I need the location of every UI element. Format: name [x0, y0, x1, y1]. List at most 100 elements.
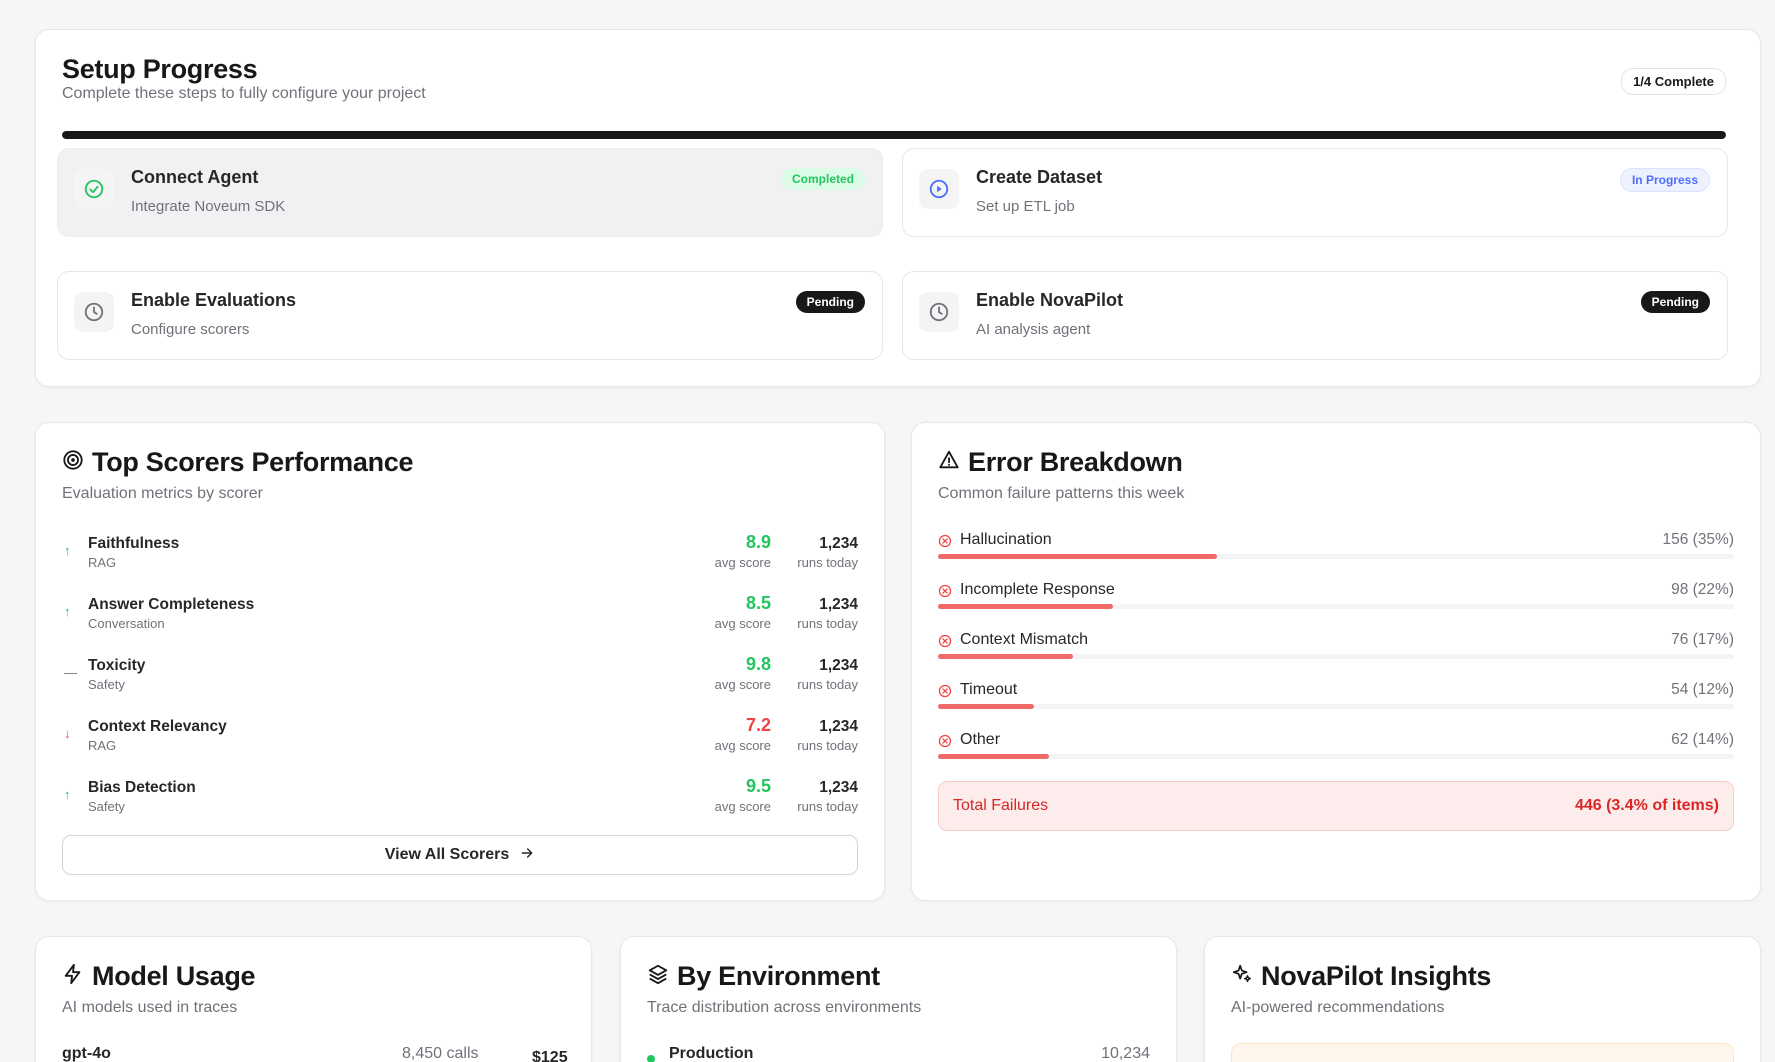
total-failures-label: Total Failures	[953, 797, 1049, 814]
step-enable-novapilot[interactable]: Enable NovaPilot AI analysis agent Pendi…	[902, 271, 1728, 360]
setup-progress-card: Setup Progress Complete these steps to f…	[35, 29, 1761, 387]
score-label: avg score	[714, 738, 771, 753]
step-enable-evaluations[interactable]: Enable Evaluations Configure scorers Pen…	[57, 271, 883, 360]
error-bar	[938, 754, 1734, 759]
scorer-category: RAG	[88, 738, 117, 753]
error-bar	[938, 554, 1734, 559]
scorer-category: Safety	[88, 677, 125, 692]
error-bar-fill	[938, 554, 1217, 559]
scorer-score: 9.8	[745, 654, 771, 674]
scorer-runs: 1,234	[819, 779, 858, 796]
scorer-row[interactable]: ↑ Bias Detection Safety 9.5 avg score 1,…	[62, 776, 858, 835]
trend-up-icon: ↑	[64, 787, 71, 802]
setup-progress-fill	[62, 131, 1726, 139]
errors-header: Error Breakdown	[938, 447, 1183, 478]
error-name: Hallucination	[960, 531, 1052, 548]
runs-label: runs today	[797, 738, 858, 753]
scorer-row[interactable]: ↑ Faithfulness RAG 8.9 avg score 1,234 r…	[62, 532, 858, 591]
scorer-row[interactable]: ↓ Context Relevancy RAG 7.2 avg score 1,…	[62, 715, 858, 774]
scorer-row[interactable]: — Toxicity Safety 9.8 avg score 1,234 ru…	[62, 654, 858, 713]
insight-item[interactable]	[1231, 1043, 1734, 1062]
step-name: Enable Evaluations	[131, 290, 297, 310]
model-cost: $125	[532, 1049, 568, 1062]
runs-label: runs today	[797, 616, 858, 631]
error-row[interactable]: Timeout 54 (12%)	[938, 681, 1734, 721]
errors-subtitle: Common failure patterns this week	[938, 485, 1185, 502]
scorer-row[interactable]: ↑ Answer Completeness Conversation 8.5 a…	[62, 593, 858, 652]
error-row[interactable]: Other 62 (14%)	[938, 731, 1734, 771]
x-circle-icon	[938, 534, 952, 553]
setup-progress-bar	[62, 131, 1726, 139]
step-create-dataset[interactable]: Create Dataset Set up ETL job In Progres…	[902, 148, 1728, 237]
error-bar-fill	[938, 704, 1034, 709]
status-badge: Completed	[780, 168, 865, 190]
layers-icon	[647, 963, 669, 990]
score-label: avg score	[714, 555, 771, 570]
trend-flat-icon: —	[64, 665, 77, 680]
setup-status-badge: 1/4 Complete	[1621, 68, 1726, 95]
error-value: 156 (35%)	[1662, 531, 1734, 548]
error-row[interactable]: Hallucination 156 (35%)	[938, 531, 1734, 571]
error-value: 76 (17%)	[1671, 631, 1734, 648]
env-header: By Environment	[647, 961, 880, 992]
scorer-runs: 1,234	[819, 596, 858, 613]
error-bar	[938, 654, 1734, 659]
runs-label: runs today	[797, 677, 858, 692]
total-failures-banner: Total Failures 446 (3.4% of items)	[938, 781, 1734, 831]
x-circle-icon	[938, 684, 952, 703]
env-title: By Environment	[677, 961, 880, 991]
lightning-icon	[62, 963, 84, 990]
x-circle-icon	[938, 734, 952, 753]
error-row[interactable]: Context Mismatch 76 (17%)	[938, 631, 1734, 671]
runs-label: runs today	[797, 555, 858, 570]
trend-down-icon: ↓	[64, 726, 71, 741]
error-name: Timeout	[960, 681, 1018, 698]
view-all-scorers-button[interactable]: View All Scorers	[62, 835, 858, 875]
trend-up-icon: ↑	[64, 604, 71, 619]
error-value: 54 (12%)	[1671, 681, 1734, 698]
status-badge: Pending	[1640, 291, 1710, 313]
step-desc: AI analysis agent	[976, 321, 1091, 338]
scorer-name: Context Relevancy	[88, 718, 227, 735]
scorer-runs: 1,234	[819, 657, 858, 674]
error-value: 62 (14%)	[1671, 731, 1734, 748]
x-circle-icon	[938, 634, 952, 653]
insights-header: NovaPilot Insights	[1231, 961, 1491, 992]
score-label: avg score	[714, 616, 771, 631]
score-label: avg score	[714, 677, 771, 692]
models-header: Model Usage	[62, 961, 256, 992]
top-scorers-card: Top Scorers Performance Evaluation metri…	[35, 422, 885, 901]
status-badge: In Progress	[1619, 168, 1710, 192]
error-bar	[938, 604, 1734, 609]
error-bar	[938, 704, 1734, 709]
step-name: Connect Agent	[131, 167, 259, 187]
scorer-category: RAG	[88, 555, 117, 570]
target-icon	[62, 449, 84, 476]
score-label: avg score	[714, 799, 771, 814]
error-value: 98 (22%)	[1671, 581, 1734, 598]
view-all-label: View All Scorers	[384, 846, 510, 863]
warning-triangle-icon	[938, 449, 960, 476]
scorer-score: 9.5	[745, 776, 771, 796]
setup-subtitle: Complete these steps to fully configure …	[62, 85, 426, 102]
error-name: Other	[960, 731, 1001, 748]
scorers-header: Top Scorers Performance	[62, 447, 414, 478]
scorer-category: Safety	[88, 799, 125, 814]
status-badge: Pending	[795, 291, 865, 313]
error-row[interactable]: Incomplete Response 98 (22%)	[938, 581, 1734, 621]
models-title: Model Usage	[92, 961, 256, 991]
trend-up-icon: ↑	[64, 543, 71, 558]
env-count: 10,234	[1101, 1045, 1150, 1062]
step-name: Create Dataset	[976, 167, 1103, 187]
env-subtitle: Trace distribution across environments	[647, 999, 922, 1016]
model-name: gpt-4o	[62, 1045, 111, 1062]
step-connect-agent[interactable]: Connect Agent Integrate Noveum SDK Compl…	[57, 148, 883, 237]
model-calls: 8,450 calls	[402, 1045, 479, 1062]
error-name: Incomplete Response	[960, 581, 1115, 598]
scorer-score: 8.5	[745, 593, 771, 613]
check-circle-icon	[74, 169, 114, 209]
clock-icon	[919, 292, 959, 332]
scorers-title: Top Scorers Performance	[92, 447, 414, 477]
setup-title: Setup Progress	[62, 54, 258, 84]
step-desc: Configure scorers	[131, 321, 250, 338]
